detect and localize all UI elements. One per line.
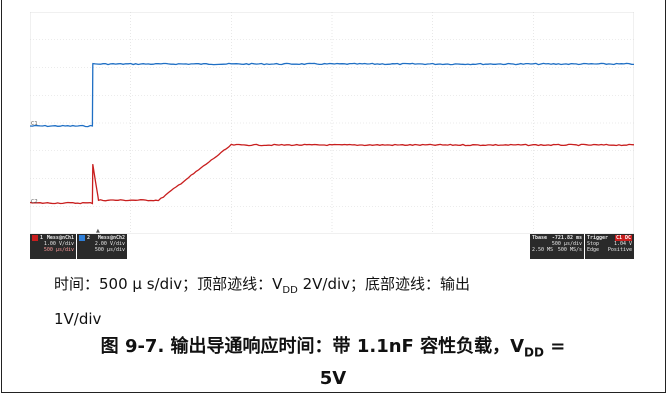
caption-line-1: 时间：500 µ s/div；顶部迹线：VDD 2V/div；底部迹线：输出: [54, 270, 634, 305]
figure-caption: 时间：500 µ s/div；顶部迹线：VDD 2V/div；底部迹线：输出 1…: [54, 270, 634, 333]
figure-title-line-2: 5V: [319, 367, 347, 389]
ch1-ground-marker: C1: [31, 121, 38, 127]
figure-title-text-a: 图 9-7. 输出导通响应时间：带 1.1nF 容性负载，V: [100, 336, 525, 357]
ch1-top: Mess@nCh1: [46, 235, 74, 241]
tbase-rate: 500 µs/div: [551, 241, 582, 247]
tbase-value: -721.82 ms: [551, 235, 582, 241]
ch1-scale: 1.00 V/div: [43, 241, 74, 247]
figure-title: 图 9-7. 输出导通响应时间：带 1.1nF 容性负载，VDD = 5V: [6, 334, 660, 392]
trigger-box[interactable]: Trigger C1 DC Stop 1.04 V Edge Positive: [585, 234, 634, 259]
oscilloscope-plot: C1 C2 ▲: [30, 12, 634, 234]
timebase-box[interactable]: Tbase -721.82 ms 500 µs/div 2.50 MS 500 MS…: [530, 234, 584, 259]
ch1-info-box[interactable]: 1 Mess@nCh1 1.00 V/div 500 µs/div: [30, 234, 76, 259]
tbase-label: Tbase: [532, 235, 548, 241]
trigger-level: 1.04 V: [613, 241, 632, 247]
ch2-scale: 2.00 V/div: [94, 241, 125, 247]
figure-title-text-b: =: [543, 336, 566, 357]
tbase-samples: 2.50 MS: [532, 247, 554, 253]
trigger-mode: Stop: [587, 241, 600, 247]
figure-title-line-1: 图 9-7. 输出导通响应时间：带 1.1nF 容性负载，VDD =: [6, 334, 660, 366]
trigger-edge-label: Edge: [587, 247, 600, 253]
ch1-time: 500 µs/div: [43, 247, 74, 253]
ch2-info-box[interactable]: 2 Mess@nCh2 2.00 V/div 500 µs/div: [77, 234, 127, 259]
oscilloscope-screen: C1 C2 ▲: [30, 12, 634, 260]
caption-line-2: 1V/div: [54, 310, 102, 328]
trigger-edge: Positive: [607, 247, 632, 253]
tbase-srate: 500 MS/s: [557, 247, 582, 253]
figure-title-subscript: DD: [524, 345, 544, 360]
caption-text-b: 2V/div；底部迹线：输出: [297, 275, 471, 293]
ch1-color-tag: [32, 235, 38, 241]
caption-text-a: 时间：500 µ s/div；顶部迹线：V: [54, 275, 283, 293]
traces: [30, 62, 634, 205]
ch2-top: Mess@nCh2: [97, 235, 125, 241]
trace-ch2: [30, 143, 634, 205]
status-bar: 1 Mess@nCh1 1.00 V/div 500 µs/div 2 Mess@n…: [30, 234, 634, 259]
trigger-time-marker: ▲: [96, 228, 100, 234]
ch2-time: 500 µs/div: [94, 247, 125, 253]
ch2-name: 2: [87, 235, 91, 241]
caption-subscript: DD: [282, 285, 298, 296]
trace-ch1: [30, 62, 634, 128]
ch1-name: 1: [40, 235, 44, 241]
grid: [30, 12, 634, 234]
trigger-badge: C1 DC: [614, 235, 632, 241]
trigger-label: Trigger: [587, 235, 609, 241]
ch2-ground-marker: C2: [31, 199, 38, 205]
ch2-color-tag: [79, 235, 85, 241]
